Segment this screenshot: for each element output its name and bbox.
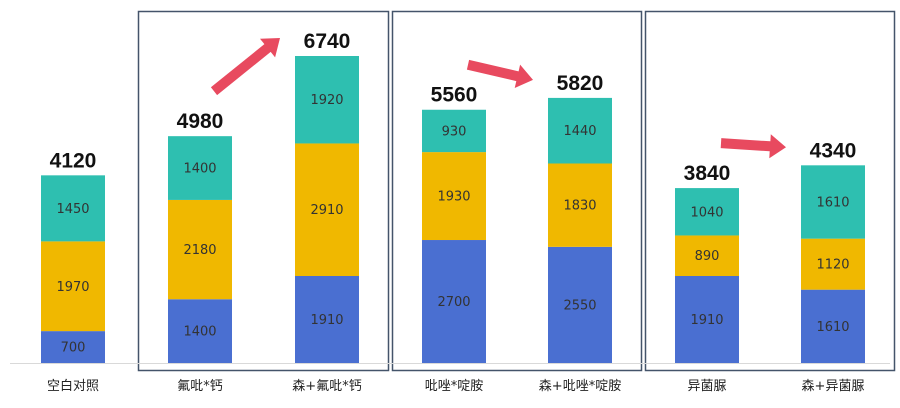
bar-segment — [548, 163, 612, 247]
group-box-1 — [137, 10, 390, 372]
segment-value-label: 930 — [442, 124, 467, 139]
labels-layer: 700 1970 1450 4120 空白对照 1400 2180 1400 4980 氟吡*钙 1… — [47, 30, 864, 394]
segment-value-label: 1400 — [183, 162, 216, 177]
bar-segment — [422, 109, 486, 153]
segment-value-label: 1910 — [690, 313, 723, 328]
segment-value-label: 1440 — [563, 124, 596, 139]
category-label: 森+氟吡*钙 — [292, 379, 361, 394]
increase-arrow-icon — [466, 59, 533, 88]
segment-value-label: 1910 — [310, 313, 343, 328]
bar-segment — [675, 188, 739, 236]
bar-segment — [295, 143, 359, 277]
arrows-layer — [210, 38, 786, 159]
segment-value-label: 1970 — [56, 280, 89, 295]
total-value-label: 4340 — [810, 139, 857, 162]
bar-segment — [422, 240, 486, 363]
bar-segment — [675, 235, 739, 277]
group-box-3 — [644, 10, 896, 372]
bar-segment — [801, 165, 865, 239]
bar-segment — [168, 199, 232, 300]
group-box-2 — [391, 10, 643, 372]
segment-value-label: 1450 — [56, 202, 89, 217]
bar-segment — [295, 56, 359, 144]
bar-segment — [41, 241, 105, 332]
segment-value-label: 1610 — [816, 320, 849, 335]
total-value-label: 4120 — [50, 149, 97, 172]
category-label: 森+吡唑*啶胺 — [539, 378, 621, 394]
bar-segment — [675, 276, 739, 363]
segment-value-label: 890 — [695, 249, 720, 264]
segment-value-label: 1610 — [816, 195, 849, 210]
total-value-label: 5560 — [431, 84, 478, 107]
bar-segment — [41, 175, 105, 242]
increase-arrow-icon — [720, 134, 786, 159]
segment-value-label: 1830 — [563, 199, 596, 214]
segment-value-label: 2180 — [183, 243, 216, 258]
segment-value-label: 1920 — [310, 93, 343, 108]
category-label: 异菌脲 — [687, 379, 726, 394]
segment-value-label: 700 — [61, 341, 86, 356]
increase-arrow-icon — [210, 38, 280, 96]
category-label: 氟吡*钙 — [177, 379, 223, 394]
group-boxes — [137, 10, 896, 372]
total-value-label: 3840 — [684, 162, 731, 185]
bar-segment — [548, 246, 612, 363]
bars-layer — [41, 56, 865, 363]
segment-value-label: 1930 — [437, 190, 470, 205]
segment-value-label: 2910 — [310, 203, 343, 218]
bar-segment — [295, 276, 359, 363]
total-value-label: 4980 — [177, 110, 224, 133]
bar-segment — [168, 299, 232, 363]
category-label: 森+异菌脲 — [802, 379, 865, 394]
bar-segment — [548, 97, 612, 164]
bar-segment — [422, 152, 486, 241]
category-label: 吡唑*啶胺 — [425, 378, 484, 394]
total-value-label: 5820 — [557, 72, 604, 95]
segment-value-label: 2550 — [563, 298, 596, 313]
segment-value-label: 1120 — [816, 258, 849, 273]
category-label: 空白对照 — [47, 378, 99, 394]
segment-value-label: 2700 — [437, 295, 470, 310]
segment-value-label: 1400 — [183, 325, 216, 340]
bar-segment — [801, 238, 865, 290]
bar-segment — [801, 289, 865, 363]
total-value-label: 6740 — [304, 30, 351, 53]
segment-value-label: 1040 — [690, 205, 723, 220]
bar-segment — [168, 136, 232, 200]
bar-segment — [41, 331, 105, 363]
